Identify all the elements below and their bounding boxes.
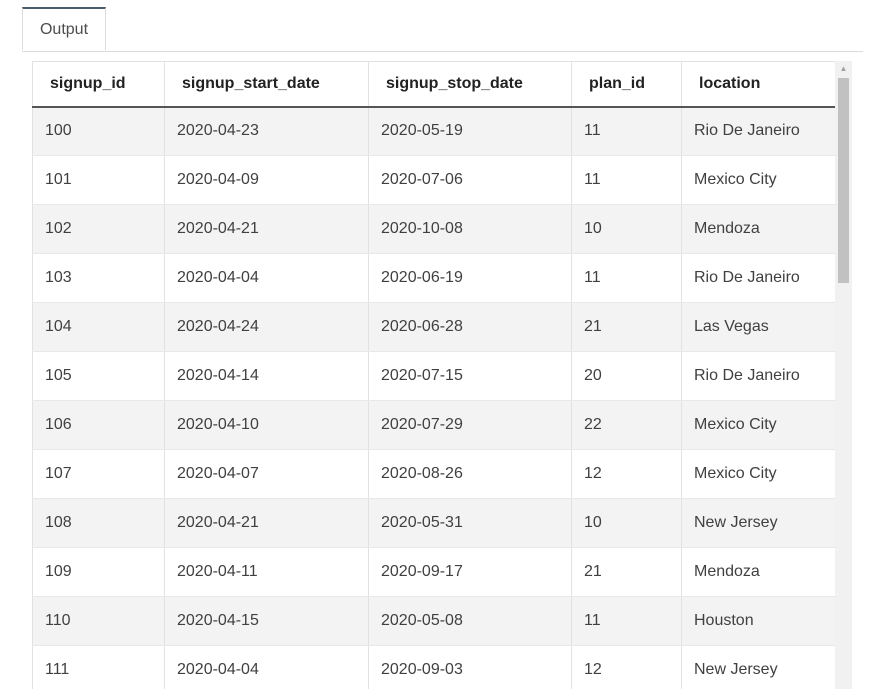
cell-plan-id: 11 — [571, 106, 682, 156]
cell-signup-id: 108 — [32, 498, 165, 548]
cell-plan-id: 11 — [571, 596, 682, 646]
table-body: 100 2020-04-23 2020-05-19 11 Rio De Janeiro 1… — [32, 106, 836, 689]
cell-signup-start-date: 2020-04-09 — [164, 155, 369, 205]
cell-location: Mendoza — [681, 547, 836, 597]
table-row[interactable]: 102 2020-04-21 2020-10-08 10 Mendoza — [32, 204, 836, 254]
column-header-plan-id[interactable]: plan_id — [571, 61, 682, 108]
cell-signup-id: 107 — [32, 449, 165, 499]
cell-signup-stop-date: 2020-05-08 — [368, 596, 572, 646]
cell-location: Rio De Janeiro — [681, 253, 836, 303]
table-row[interactable]: 110 2020-04-15 2020-05-08 11 Houston — [32, 596, 836, 646]
cell-plan-id: 11 — [571, 155, 682, 205]
cell-signup-stop-date: 2020-08-26 — [368, 449, 572, 499]
tab-output[interactable]: Output — [22, 7, 106, 50]
scroll-up-arrow-icon[interactable]: ▲ — [839, 64, 848, 73]
cell-plan-id: 21 — [571, 302, 682, 352]
cell-location: Las Vegas — [681, 302, 836, 352]
cell-signup-id: 101 — [32, 155, 165, 205]
cell-signup-start-date: 2020-04-07 — [164, 449, 369, 499]
table-row[interactable]: 103 2020-04-04 2020-06-19 11 Rio De Janeiro — [32, 253, 836, 303]
cell-signup-start-date: 2020-04-10 — [164, 400, 369, 450]
cell-signup-id: 110 — [32, 596, 165, 646]
cell-plan-id: 21 — [571, 547, 682, 597]
cell-location: Rio De Janeiro — [681, 106, 836, 156]
cell-location: New Jersey — [681, 645, 836, 689]
cell-location: Houston — [681, 596, 836, 646]
cell-location: Mexico City — [681, 155, 836, 205]
cell-signup-id: 104 — [32, 302, 165, 352]
cell-signup-stop-date: 2020-05-31 — [368, 498, 572, 548]
table-row[interactable]: 106 2020-04-10 2020-07-29 22 Mexico City — [32, 400, 836, 450]
cell-plan-id: 12 — [571, 449, 682, 499]
cell-signup-id: 109 — [32, 547, 165, 597]
cell-plan-id: 11 — [571, 253, 682, 303]
cell-signup-stop-date: 2020-07-29 — [368, 400, 572, 450]
results-table: signup_id signup_start_date signup_stop_… — [32, 61, 836, 689]
cell-location: Mexico City — [681, 449, 836, 499]
table-row[interactable]: 101 2020-04-09 2020-07-06 11 Mexico City — [32, 155, 836, 205]
cell-signup-start-date: 2020-04-21 — [164, 498, 369, 548]
cell-plan-id: 10 — [571, 204, 682, 254]
table-row[interactable]: 109 2020-04-11 2020-09-17 21 Mendoza — [32, 547, 836, 597]
cell-signup-id: 102 — [32, 204, 165, 254]
table-header-row: signup_id signup_start_date signup_stop_… — [32, 61, 836, 108]
cell-signup-stop-date: 2020-06-19 — [368, 253, 572, 303]
cell-signup-stop-date: 2020-10-08 — [368, 204, 572, 254]
cell-signup-id: 105 — [32, 351, 165, 401]
cell-signup-start-date: 2020-04-15 — [164, 596, 369, 646]
cell-signup-start-date: 2020-04-21 — [164, 204, 369, 254]
table-row[interactable]: 108 2020-04-21 2020-05-31 10 New Jersey — [32, 498, 836, 548]
vertical-scrollbar[interactable]: ▲ — [835, 61, 852, 689]
output-grid: signup_id signup_start_date signup_stop_… — [32, 61, 852, 689]
cell-signup-start-date: 2020-04-24 — [164, 302, 369, 352]
cell-signup-start-date: 2020-04-11 — [164, 547, 369, 597]
cell-plan-id: 10 — [571, 498, 682, 548]
table-row[interactable]: 100 2020-04-23 2020-05-19 11 Rio De Janeiro — [32, 106, 836, 156]
cell-signup-start-date: 2020-04-04 — [164, 253, 369, 303]
cell-signup-stop-date: 2020-09-17 — [368, 547, 572, 597]
cell-plan-id: 20 — [571, 351, 682, 401]
table-row[interactable]: 111 2020-04-04 2020-09-03 12 New Jersey — [32, 645, 836, 689]
column-header-signup-stop-date[interactable]: signup_stop_date — [368, 61, 572, 108]
table-row[interactable]: 107 2020-04-07 2020-08-26 12 Mexico City — [32, 449, 836, 499]
cell-signup-stop-date: 2020-05-19 — [368, 106, 572, 156]
scrollbar-thumb[interactable] — [838, 78, 849, 283]
column-header-signup-id[interactable]: signup_id — [32, 61, 165, 108]
cell-location: New Jersey — [681, 498, 836, 548]
cell-location: Mendoza — [681, 204, 836, 254]
table-row[interactable]: 105 2020-04-14 2020-07-15 20 Rio De Janeiro — [32, 351, 836, 401]
cell-signup-start-date: 2020-04-14 — [164, 351, 369, 401]
cell-signup-id: 106 — [32, 400, 165, 450]
cell-signup-stop-date: 2020-06-28 — [368, 302, 572, 352]
cell-signup-start-date: 2020-04-23 — [164, 106, 369, 156]
cell-signup-stop-date: 2020-07-15 — [368, 351, 572, 401]
cell-signup-id: 103 — [32, 253, 165, 303]
cell-plan-id: 12 — [571, 645, 682, 689]
table-row[interactable]: 104 2020-04-24 2020-06-28 21 Las Vegas — [32, 302, 836, 352]
cell-location: Rio De Janeiro — [681, 351, 836, 401]
cell-signup-id: 111 — [32, 645, 165, 689]
cell-plan-id: 22 — [571, 400, 682, 450]
cell-signup-start-date: 2020-04-04 — [164, 645, 369, 689]
cell-signup-stop-date: 2020-09-03 — [368, 645, 572, 689]
column-header-signup-start-date[interactable]: signup_start_date — [164, 61, 369, 108]
column-header-location[interactable]: location — [681, 61, 836, 108]
cell-signup-stop-date: 2020-07-06 — [368, 155, 572, 205]
cell-signup-id: 100 — [32, 106, 165, 156]
output-tab-bar: Output — [22, 7, 863, 52]
cell-location: Mexico City — [681, 400, 836, 450]
